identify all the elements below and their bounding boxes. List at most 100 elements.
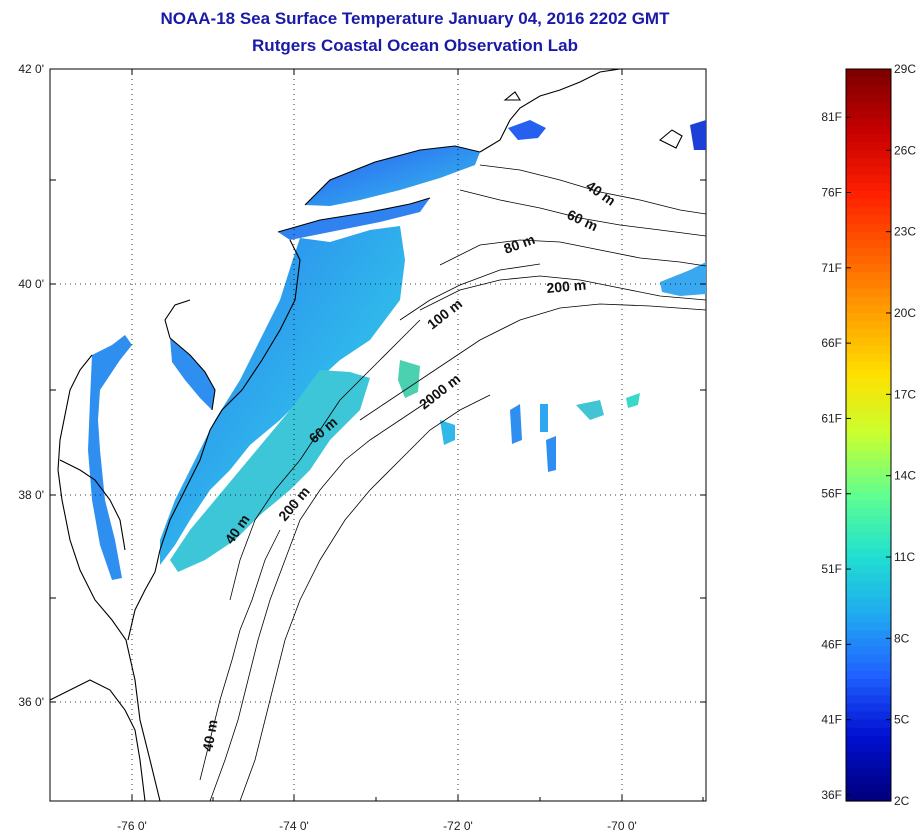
colorbar-band xyxy=(846,207,891,216)
fahrenheit-tick-label: 61F xyxy=(821,411,842,425)
colorbar-band xyxy=(846,223,891,233)
colorbar-band xyxy=(846,459,891,469)
coast-delaware-bay xyxy=(164,299,216,411)
colorbar-band xyxy=(846,622,891,631)
colorbar-band xyxy=(846,703,891,713)
colorbar-band xyxy=(846,150,891,160)
isobath-2000m xyxy=(359,303,706,421)
lon-tick-label: -70 0' xyxy=(607,819,637,832)
fahrenheit-tick-label: 66F xyxy=(821,336,842,350)
axis-ticks xyxy=(50,69,706,801)
lat-tick-label: 42 0' xyxy=(18,62,44,76)
colorbar-band xyxy=(846,345,891,355)
colorbar-band xyxy=(846,638,891,648)
colorbar-band xyxy=(846,402,891,412)
lon-tick-label: -74 0' xyxy=(279,819,309,832)
coast-nj xyxy=(209,239,301,431)
celsius-tick-label: 23C xyxy=(894,225,916,239)
colorbar-band xyxy=(846,435,891,444)
celsius-tick-label: 8C xyxy=(894,631,910,645)
coast-chesapeake xyxy=(57,354,161,801)
colorbar-band xyxy=(846,337,891,347)
colorbar-band xyxy=(846,662,891,672)
colorbar-band xyxy=(846,134,891,143)
celsius-tick-label: 26C xyxy=(894,143,916,157)
lon-tick-label: -72 0' xyxy=(443,819,473,832)
colorbar-band xyxy=(846,451,891,460)
sst-chesapeake xyxy=(88,335,132,580)
sst-patch-5 xyxy=(510,404,522,444)
celsius-tick-label: 5C xyxy=(894,713,910,727)
lat-tick-label: 38 0' xyxy=(18,488,44,502)
colorbar-band xyxy=(846,101,891,111)
celsius-tick-label: 2C xyxy=(894,794,910,808)
sst-patch-3 xyxy=(576,400,604,420)
coast-new-england xyxy=(479,69,621,153)
sst-patch-4 xyxy=(626,393,640,408)
colorbar-band xyxy=(846,361,891,371)
graticule xyxy=(50,69,706,801)
colorbar-band xyxy=(846,597,891,607)
colorbar-band xyxy=(846,321,891,330)
sst-data-layer xyxy=(88,120,706,580)
sst-patch-6 xyxy=(540,404,548,432)
coast-virginia xyxy=(59,459,156,641)
colorbar-band xyxy=(846,565,891,574)
colorbar-band xyxy=(846,784,891,794)
colorbar-band xyxy=(846,719,891,729)
colorbar-band xyxy=(846,264,891,273)
colorbar-band xyxy=(846,109,891,119)
colorbar-band xyxy=(846,296,891,306)
colorbar-band xyxy=(846,77,891,86)
colorbar-band xyxy=(846,117,891,127)
colorbar-band xyxy=(846,174,891,184)
colorbar-band xyxy=(846,744,891,753)
colorbar-band xyxy=(846,426,891,436)
colorbar-band xyxy=(846,247,891,257)
colorbar-band xyxy=(846,557,891,566)
latitude-labels: 42 0' 40 0' 38 0' 36 0' xyxy=(18,62,44,709)
isobath-shelf-4 xyxy=(199,529,281,781)
colorbar-band xyxy=(846,630,891,639)
sst-nj-shelf xyxy=(160,226,405,565)
colorbar-band xyxy=(846,735,891,745)
colorbar-band xyxy=(846,687,891,696)
colorbar-band xyxy=(846,792,891,802)
sst-patch-1 xyxy=(398,360,420,398)
colorbar-band xyxy=(846,508,891,517)
fahrenheit-tick-label: 36F xyxy=(821,788,842,802)
colorbar-band xyxy=(846,386,891,395)
colorbar-band xyxy=(846,125,891,135)
celsius-tick-label: 17C xyxy=(894,387,916,401)
colorbar-band xyxy=(846,589,891,599)
coast-delmarva xyxy=(154,429,211,573)
colorbar-band xyxy=(846,711,891,721)
colorbar-band xyxy=(846,418,891,428)
colorbar-band xyxy=(846,646,891,656)
colorbar-band xyxy=(846,613,891,623)
sst-patch-8 xyxy=(690,120,706,150)
colorbar-band xyxy=(846,215,891,225)
colorbar-band xyxy=(846,199,891,208)
sst-cape-cod xyxy=(508,120,546,140)
colorbar-band xyxy=(846,378,891,387)
coast-carolina xyxy=(50,679,146,801)
fahrenheit-tick-label: 71F xyxy=(821,261,842,275)
lat-tick-label: 36 0' xyxy=(18,695,44,709)
colorbar-band xyxy=(846,491,891,501)
fahrenheit-labels: 81F 76F 71F 66F 61F 56F 51F 46F 41F 36F xyxy=(821,110,842,802)
colorbar-frame xyxy=(845,68,892,802)
coast-islands xyxy=(503,91,683,149)
colorbar-band xyxy=(846,524,891,534)
isobath-80m xyxy=(439,239,706,267)
colorbar-bands xyxy=(846,69,891,802)
colorbar-band xyxy=(846,670,891,680)
colorbar-ticks xyxy=(846,68,891,802)
colorbar-band xyxy=(846,573,891,582)
colorbar-band xyxy=(846,516,891,526)
colorbar-band xyxy=(846,231,891,241)
colorbar-band xyxy=(846,158,891,168)
celsius-tick-label: 29C xyxy=(894,62,916,76)
isobath-shelf-3 xyxy=(229,559,241,601)
colorbar-band xyxy=(846,256,891,265)
